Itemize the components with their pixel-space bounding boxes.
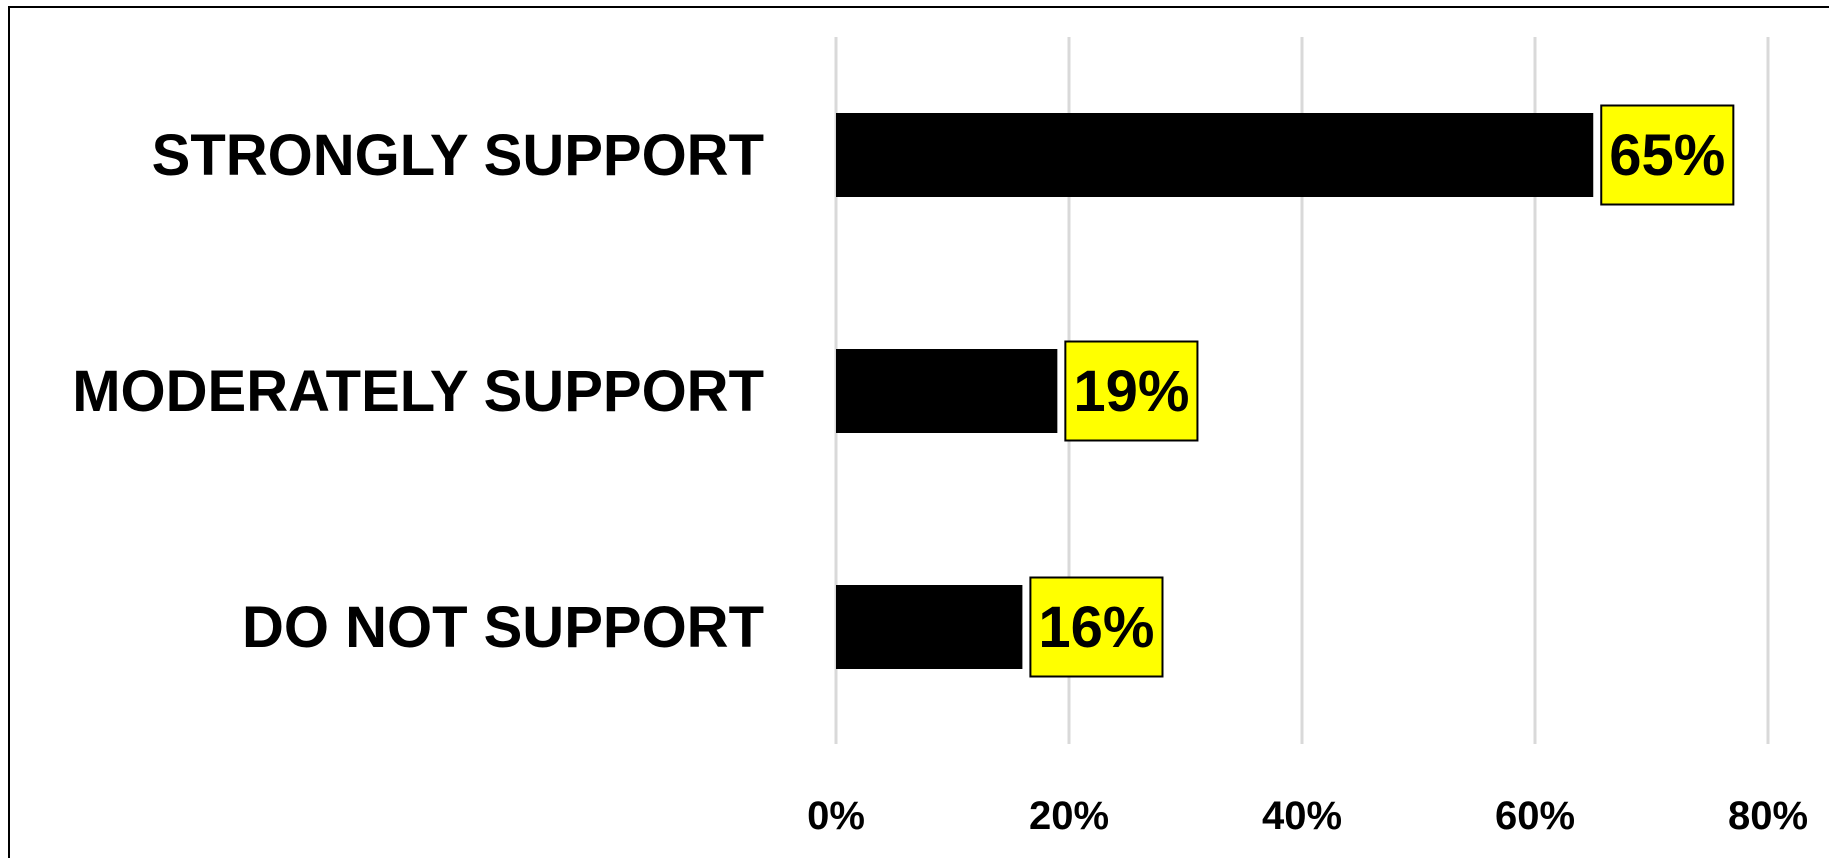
category-label: MODERATELY SUPPORT (72, 359, 764, 424)
data-label: 16% (1038, 595, 1154, 660)
data-label-group: 16% (1029, 576, 1164, 678)
category-label: DO NOT SUPPORT (242, 595, 764, 660)
data-label-box (1029, 576, 1164, 678)
bars (836, 113, 1594, 669)
x-tick-label: 80% (1728, 794, 1808, 838)
data-label: 19% (1073, 359, 1189, 424)
data-label-box (1600, 104, 1735, 206)
category-label: STRONGLY SUPPORT (152, 123, 764, 188)
x-axis-tick-labels: 0% 20% 40% 60% 80% (807, 794, 1808, 838)
x-tick-label: 40% (1262, 794, 1342, 838)
data-label: 65% (1609, 123, 1725, 188)
bar (836, 113, 1594, 197)
category-labels: STRONGLY SUPPORT MODERATELY SUPPORT DO NOT… (72, 123, 764, 660)
data-label-box (1064, 340, 1199, 442)
data-label-group: 65% (1600, 104, 1735, 206)
x-tick-label: 0% (807, 794, 865, 838)
chart-frame (8, 6, 1829, 858)
data-labels: 65% 19% 16% (1029, 104, 1735, 678)
data-label-group: 19% (1064, 340, 1199, 442)
bar (836, 585, 1023, 669)
x-tick-label: 60% (1495, 794, 1575, 838)
bar (836, 349, 1058, 433)
x-tick-label: 20% (1029, 794, 1109, 838)
